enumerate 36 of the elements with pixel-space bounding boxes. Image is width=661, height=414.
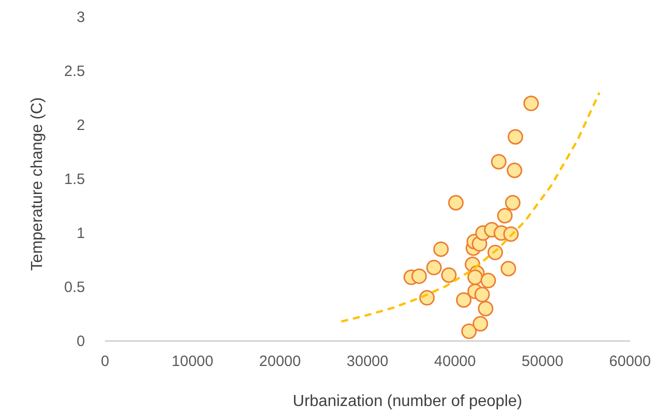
line-series	[340, 91, 600, 323]
point	[500, 260, 516, 276]
point	[461, 324, 477, 340]
point	[411, 268, 427, 284]
point	[441, 267, 457, 283]
point	[497, 208, 513, 224]
point	[474, 286, 490, 302]
point	[480, 272, 496, 288]
point	[523, 96, 539, 112]
y-tick-label: 2	[76, 117, 85, 134]
x-tick-label: 10000	[172, 353, 214, 370]
point	[472, 316, 488, 332]
point	[467, 270, 483, 286]
x-tick-label: 40000	[434, 353, 476, 370]
y-tick-label: 0.5	[64, 279, 85, 296]
point	[505, 195, 520, 211]
point	[478, 300, 494, 316]
x-tick-label: 30000	[346, 353, 388, 370]
y-tick-label: 3	[76, 9, 85, 26]
point	[456, 292, 472, 308]
point	[433, 241, 449, 257]
y-tick-label: 1	[76, 225, 85, 242]
y-axis-title: Temperature change (C)	[29, 97, 46, 271]
x-axis-title: Urbanization (number of people)	[292, 393, 522, 410]
x-tick-label: 0	[100, 353, 110, 370]
point	[508, 129, 524, 145]
x-tick-label: 50000	[522, 353, 564, 370]
x-tick-label: 60000	[609, 353, 651, 370]
y-tick-label: 2.5	[64, 63, 85, 80]
y-tick-label: 0	[76, 333, 85, 350]
point	[448, 195, 464, 211]
y-tick-label: 1.5	[64, 171, 85, 188]
point	[426, 260, 442, 276]
point	[506, 162, 522, 178]
point	[491, 154, 506, 170]
x-tick-label: 20000	[259, 353, 301, 370]
